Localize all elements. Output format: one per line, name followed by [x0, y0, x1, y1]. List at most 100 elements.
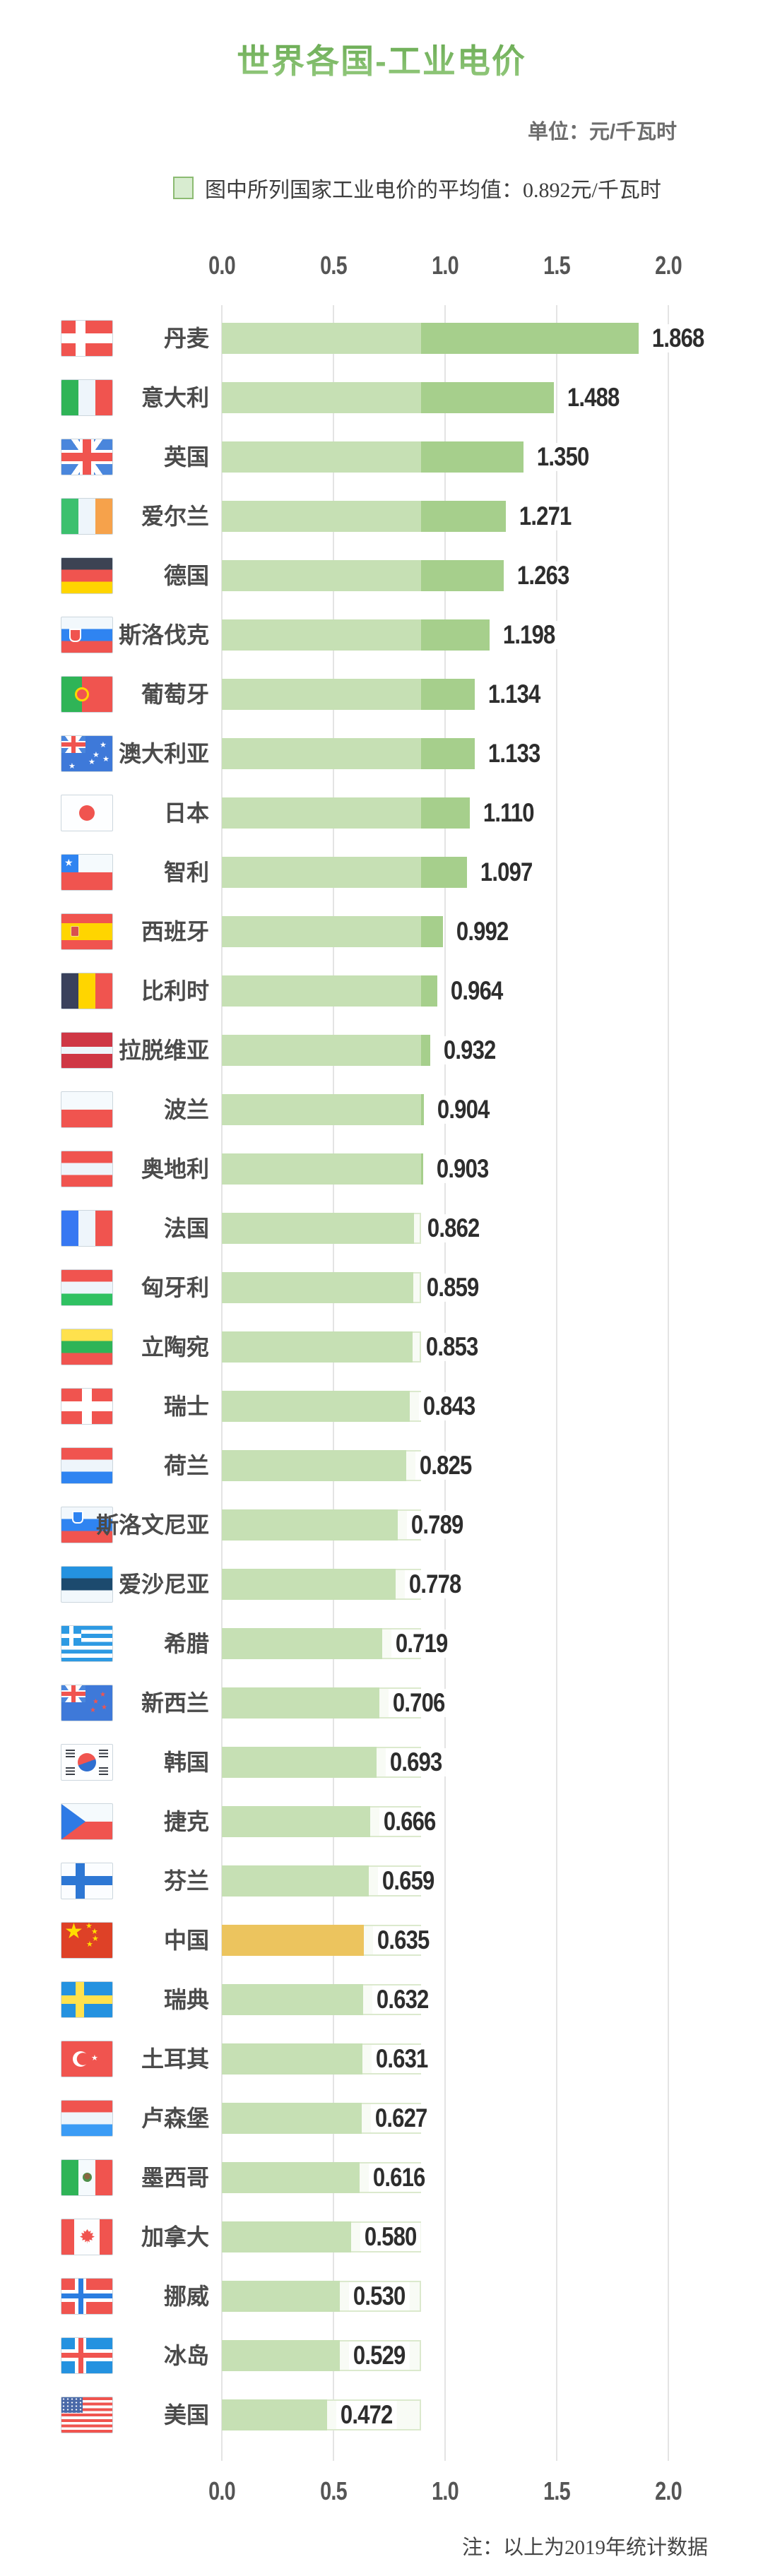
bar-above-average-segment	[421, 1153, 423, 1185]
axis-tick-label: 0.0	[208, 251, 235, 280]
country-flag-icon	[61, 2278, 113, 2315]
bar-area: 0.903	[222, 1153, 763, 1185]
bar-value-label: 1.868	[648, 324, 709, 352]
bar-below-average-segment	[222, 1153, 421, 1185]
bar-above-average-segment	[421, 382, 554, 413]
bar-above-average-segment	[421, 1035, 430, 1066]
bar-area: 0.778	[222, 1569, 763, 1600]
country-flag-icon	[61, 1210, 113, 1247]
country-name: 捷克	[163, 1809, 209, 1834]
country-flag-icon	[61, 1803, 113, 1840]
bar-value-label: 1.133	[484, 740, 545, 768]
unit-label: 单位：元/千瓦时	[527, 121, 677, 143]
bar-below-average-segment	[222, 1094, 421, 1125]
bar-area: 1.198	[222, 619, 763, 651]
country-row: 爱沙尼亚 0.778	[0, 1566, 763, 1628]
country-row: 新西兰 0.706	[0, 1685, 763, 1747]
bar-above-average-segment	[421, 679, 475, 710]
bar-below-average-segment	[222, 1865, 369, 1897]
country-row: 日本 1.110	[0, 795, 763, 857]
country-flag-icon	[61, 2397, 113, 2433]
country-row: 拉脱维亚 0.932	[0, 1032, 763, 1094]
bar-below-average-segment	[222, 1213, 414, 1244]
country-name: 西班牙	[141, 919, 209, 944]
bar-above-average-segment	[421, 797, 470, 829]
legend-label: 图中所列国家工业电价的平均值：0.892元/千瓦时	[205, 179, 661, 202]
country-row: 瑞典 0.632	[0, 1981, 763, 2043]
country-row: 比利时 0.964	[0, 973, 763, 1035]
country-row: 荷兰 0.825	[0, 1447, 763, 1509]
bar-area: 0.627	[222, 2103, 763, 2134]
bar-value-label: 1.097	[476, 858, 537, 886]
country-flag-icon	[61, 1091, 113, 1128]
bar-above-average-segment	[421, 975, 437, 1007]
bar-value-label: 1.350	[533, 443, 593, 471]
bar-value-label: 0.635	[373, 1926, 434, 1954]
country-flag-icon	[61, 1566, 113, 1603]
country-flag-icon	[61, 1388, 113, 1425]
country-name: 德国	[163, 563, 209, 588]
bar-value-label: 0.472	[336, 2401, 397, 2429]
bar-below-average-segment	[222, 738, 421, 769]
bar-area: 1.868	[222, 323, 763, 354]
country-row: 斯洛伐克 1.198	[0, 617, 763, 679]
bar-below-average-segment	[222, 1569, 396, 1600]
bar-area: 1.133	[222, 738, 763, 769]
x-axis-top: 0.0 0.5 1.0 1.5 2.0	[0, 250, 763, 281]
axis-tick-label: 1.0	[432, 2476, 459, 2505]
bar-area: 1.350	[222, 441, 763, 473]
bar-area: 1.263	[222, 560, 763, 591]
bar-rows: 丹麦 1.868 意大利 1.488 英国 1.350 爱尔兰	[0, 320, 763, 2459]
country-row: 瑞士 0.843	[0, 1388, 763, 1450]
country-flag-icon	[61, 2159, 113, 2196]
country-row: 葡萄牙 1.134	[0, 676, 763, 738]
country-name: 匈牙利	[141, 1275, 209, 1300]
country-name: 土耳其	[141, 2046, 209, 2072]
bar-above-average-segment	[421, 1094, 424, 1125]
country-flag-icon	[61, 1744, 113, 1781]
gridline	[444, 305, 446, 2461]
country-flag-icon	[61, 1981, 113, 2018]
page-title: 世界各国-工业电价	[0, 34, 763, 83]
bar-below-average-segment	[222, 441, 421, 473]
country-flag-icon	[61, 1269, 113, 1306]
country-row: 德国 1.263	[0, 557, 763, 619]
gridline	[668, 305, 669, 2461]
bar-below-average-segment	[222, 2340, 340, 2371]
country-row: 土耳其 0.631	[0, 2041, 763, 2103]
bar-area: 0.843	[222, 1391, 763, 1422]
bar-area: 0.992	[222, 916, 763, 947]
bar-above-average-segment	[421, 619, 490, 651]
bar-area: 0.632	[222, 1984, 763, 2015]
bar-below-average-segment	[222, 323, 421, 354]
bar-value-label: 1.198	[499, 621, 560, 649]
bar-value-label: 0.862	[423, 1214, 484, 1242]
country-flag-icon	[61, 1151, 113, 1187]
bar-area: 1.271	[222, 501, 763, 532]
bar-area: 1.110	[222, 797, 763, 829]
country-name: 冰岛	[163, 2343, 209, 2368]
bar-area: 1.488	[222, 382, 763, 413]
country-row: 意大利 1.488	[0, 379, 763, 441]
country-name: 奥地利	[141, 1156, 209, 1182]
country-name: 日本	[163, 800, 209, 826]
country-row: 英国 1.350	[0, 439, 763, 501]
country-flag-icon	[61, 854, 113, 891]
country-row: 希腊 0.719	[0, 1625, 763, 1687]
country-flag-icon	[61, 2219, 113, 2255]
bar-value-label: 0.789	[407, 1511, 468, 1539]
country-flag-icon	[61, 617, 113, 653]
country-name: 挪威	[163, 2284, 209, 2309]
bar-below-average-segment	[222, 1747, 377, 1778]
bar-below-average-segment	[222, 1509, 398, 1541]
bar-value-label: 0.964	[446, 977, 507, 1005]
bar-value-label: 0.631	[372, 2045, 432, 2073]
bar-below-average-segment	[222, 1925, 364, 1956]
bar-area: 0.706	[222, 1687, 763, 1719]
bar-below-average-segment	[222, 2399, 327, 2430]
bar-above-average-segment	[421, 738, 475, 769]
bar-area: 0.616	[222, 2162, 763, 2193]
x-axis-bottom: 0.0 0.5 1.0 1.5 2.0	[0, 2476, 763, 2507]
bar-value-label: 1.263	[513, 562, 574, 590]
country-name: 丹麦	[163, 326, 209, 351]
